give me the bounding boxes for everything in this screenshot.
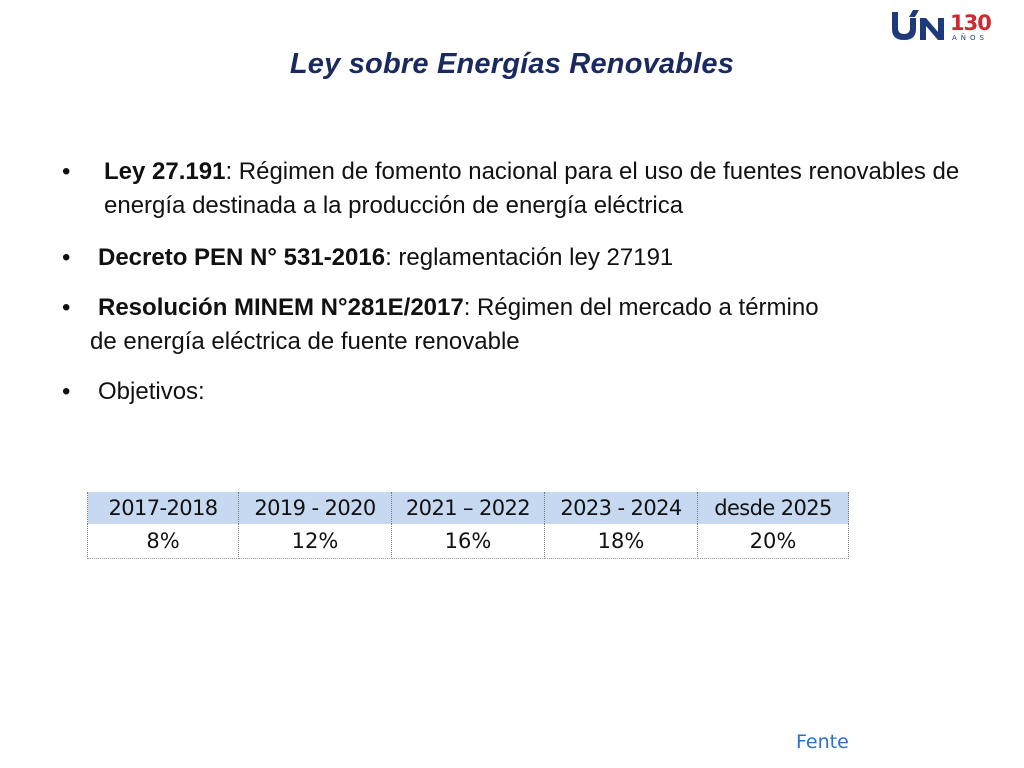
bullet-bold-resolucion: Resolución MINEM N°281E/2017 — [98, 294, 464, 321]
table-cell: 12% — [238, 524, 392, 559]
bullet-text-resolucion-cont: de energía eléctrica de fuente renovable — [90, 328, 520, 355]
bullet-text-objetivos: Objetivos: — [98, 378, 205, 405]
bullet-item-decreto: • Decreto PEN N° 531-2016: reglamentació… — [62, 241, 982, 275]
table-header-row: 2017-2018 2019 - 2020 2021 – 2022 2023 -… — [87, 492, 849, 524]
table-header-cell: 2023 - 2024 — [544, 492, 698, 524]
targets-table: 2017-2018 2019 - 2020 2021 – 2022 2023 -… — [87, 492, 849, 559]
table-cell: 16% — [391, 524, 545, 559]
bullet-icon: • — [62, 244, 71, 271]
bullet-item-resolucion: • Resolución MINEM N°281E/2017: Régimen … — [62, 291, 982, 359]
table-row: 8% 12% 16% 18% 20% — [87, 524, 849, 559]
slide-title: Ley sobre Energías Renovables — [289, 48, 735, 80]
table-cell: 20% — [697, 524, 849, 559]
logo-number: 130 — [950, 11, 991, 35]
table-header-cell: 2021 – 2022 — [391, 492, 545, 524]
source-link[interactable]: Fente — [796, 731, 849, 753]
logo-graphic: 130 AÑOS — [892, 10, 992, 42]
bullet-bold-ley: Ley 27.191 — [104, 158, 226, 185]
bullet-text-ley: : Régimen de fomento nacional para el us… — [104, 158, 960, 219]
bullet-icon: • — [62, 378, 71, 405]
bullet-text-decreto: : reglamentación ley 27191 — [385, 244, 674, 271]
table-header-cell: 2019 - 2020 — [238, 492, 392, 524]
logo-subtitle: AÑOS — [952, 33, 988, 42]
bullet-icon: • — [62, 294, 71, 321]
table-cell: 8% — [87, 524, 239, 559]
bullet-list: • Ley 27.191: Régimen de fomento naciona… — [62, 155, 982, 409]
bullet-text-resolucion: : Régimen del mercado a término — [463, 294, 819, 321]
table-header-cell: desde 2025 — [697, 492, 849, 524]
table-cell: 18% — [544, 524, 698, 559]
table-header-cell: 2017-2018 — [87, 492, 239, 524]
bullet-item-objetivos: • Objetivos: — [62, 375, 982, 409]
bullet-item-ley: • Ley 27.191: Régimen de fomento naciona… — [62, 155, 982, 223]
bullet-icon: • — [62, 158, 71, 185]
bullet-bold-decreto: Decreto PEN N° 531-2016 — [98, 244, 386, 271]
university-logo: 130 AÑOS — [888, 8, 1020, 42]
